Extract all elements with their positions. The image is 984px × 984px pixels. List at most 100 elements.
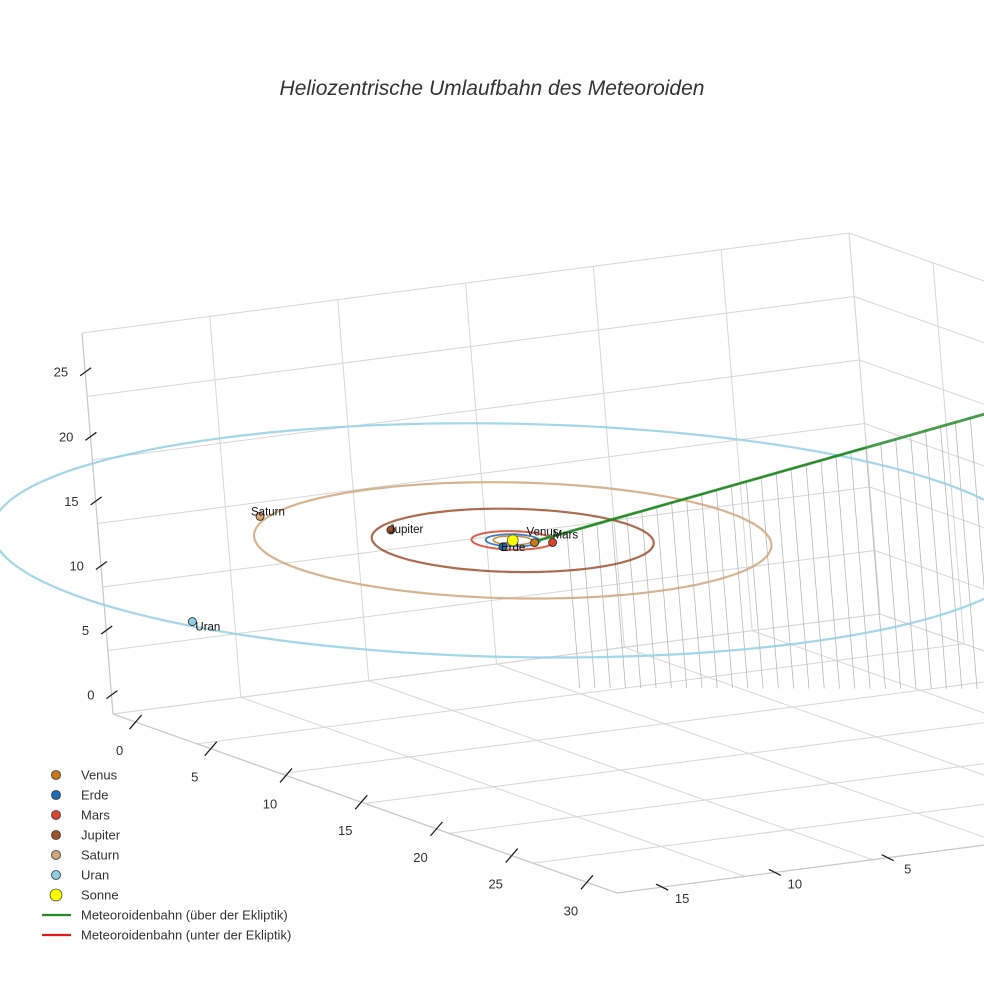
legend-marker	[51, 830, 61, 840]
meteor-dropline	[566, 532, 581, 689]
meteor-dropline	[865, 447, 886, 689]
legend-label: Uran	[81, 868, 109, 883]
jupiter-orbit	[370, 507, 655, 574]
meteor-dropline	[730, 485, 749, 689]
chart-title: Heliozentrische Umlaufbahn des Meteoroid…	[280, 77, 705, 100]
floor-grid-line	[624, 646, 984, 776]
legend-item: Venus	[51, 768, 118, 783]
y-tick-label: 5	[904, 862, 911, 877]
legend-marker	[51, 850, 61, 860]
planet-jupiter-marker	[386, 525, 396, 535]
back-wall-grid-line	[87, 296, 855, 397]
x-tick-mark	[279, 768, 293, 783]
z-tick-label: 25	[54, 365, 68, 380]
x-tick-mark	[429, 821, 443, 837]
meteor-dropline	[790, 468, 810, 689]
x-axis-line	[112, 713, 618, 894]
z-tick-label: 0	[87, 688, 94, 703]
x-tick-label: 0	[116, 743, 123, 758]
side-wall-grid-line	[864, 423, 984, 467]
meteor-dropline	[641, 511, 657, 689]
z-tick-label: 10	[69, 558, 83, 573]
z-tick-label: 15	[64, 494, 78, 509]
floor-grid-line	[751, 630, 984, 714]
planet-mars-label: Mars	[553, 529, 579, 541]
x-tick-label: 5	[191, 770, 198, 785]
legend-marker	[51, 790, 61, 800]
side-wall-grid-line	[859, 359, 984, 405]
meteor-droplines	[566, 418, 984, 689]
legend-label: Jupiter	[81, 828, 121, 843]
floor-grid-line	[879, 613, 984, 652]
planet-erde-label: Erde	[501, 542, 525, 554]
meteor-dropline	[820, 460, 840, 689]
floor-grid-line	[496, 663, 984, 838]
planet-saturn-label: Saturn	[251, 506, 285, 518]
x-tick-mark	[204, 741, 218, 757]
meteor-dropline	[925, 430, 947, 689]
x-tick-mark	[354, 794, 368, 810]
meteor-dropline	[895, 439, 917, 689]
meteor-dropline	[969, 418, 984, 591]
x-tick-label: 30	[564, 903, 578, 918]
legend-label: Saturn	[81, 848, 119, 863]
legend: Venus Erde Mars Jupiter Saturn Uran Sonne Meteo…	[42, 768, 291, 943]
planet-uran-label: Uran	[195, 622, 220, 634]
x-tick-label: 20	[413, 850, 427, 865]
back-wall-grid-line	[848, 232, 881, 615]
legend-label: Erde	[81, 788, 108, 803]
planet-erde-marker	[498, 542, 508, 552]
meteor-dropline	[835, 456, 856, 689]
saturn-orbit	[252, 481, 773, 600]
y-tick-mark	[768, 868, 782, 876]
y-tick-label: 15	[675, 891, 689, 906]
planet-jupiter-label: Jupiter	[389, 524, 424, 536]
z-tick-mark	[85, 431, 97, 441]
x-tick-label: 25	[488, 877, 502, 892]
z-tick-label: 20	[59, 429, 73, 444]
legend-item: Uran	[51, 868, 109, 883]
y-tick-mark	[655, 883, 669, 891]
planet-mars-marker	[548, 538, 557, 547]
meteor-dropline	[686, 498, 703, 689]
legend-marker	[49, 888, 63, 902]
side-wall-grid-line	[879, 613, 984, 652]
orbits-layer	[0, 422, 984, 659]
meteor-dropline	[581, 528, 596, 689]
legend-marker	[51, 810, 61, 820]
side-wall-grid-line	[869, 486, 984, 529]
meteor-dropline	[611, 519, 626, 689]
meteor-dropline	[596, 523, 611, 689]
back-wall-grid-line	[92, 359, 860, 461]
x-tick-mark	[129, 714, 143, 730]
legend-label: Mars	[81, 808, 110, 823]
meteor-dropline	[671, 502, 688, 689]
z-tick-mark	[79, 367, 92, 377]
legend-label: Meteoroidenbahn (über der Ekliptik)	[81, 908, 288, 923]
legend-item: Meteoroidenbahn (unter der Ekliptik)	[42, 928, 291, 943]
meteor-dropline	[910, 435, 932, 689]
floor-grid-line	[364, 722, 984, 804]
floor-grid-line	[280, 681, 984, 775]
floor-grid-line	[532, 803, 984, 864]
meteor-dropline	[850, 451, 871, 689]
meteor-layer	[536, 412, 984, 543]
legend-item: Saturn	[51, 848, 119, 863]
meteor-dropline	[760, 477, 779, 689]
z-tick-mark	[95, 560, 108, 571]
legend-item: Sonne	[49, 888, 119, 903]
grid-layer	[81, 232, 984, 894]
z-tick-mark	[100, 625, 113, 635]
meteor-dropline	[701, 494, 718, 689]
back-wall-grid-line	[81, 232, 850, 334]
meteor-dropline	[940, 426, 963, 689]
z-tick-mark	[106, 690, 118, 700]
legend-marker	[51, 870, 61, 880]
legend-item: Meteoroidenbahn (über der Ekliptik)	[42, 908, 288, 923]
side-wall-grid-line	[853, 296, 984, 344]
legend-item: Mars	[51, 808, 110, 823]
